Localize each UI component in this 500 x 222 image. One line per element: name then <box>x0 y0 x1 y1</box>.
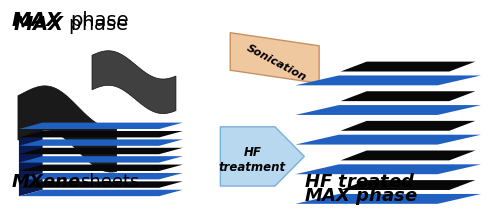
Polygon shape <box>19 123 42 196</box>
Text: HF
treatment: HF treatment <box>218 146 286 174</box>
Polygon shape <box>19 165 183 171</box>
Text: phase: phase <box>70 11 129 30</box>
Text: $\mathbfit{HF}$ $\mathbfit{treated}$: $\mathbfit{HF}$ $\mathbfit{treated}$ <box>304 173 416 191</box>
Text: $\mathbfit{MAX}$: $\mathbfit{MAX}$ <box>11 11 64 30</box>
Text: $\mathbfit{MXene}$: $\mathbfit{MXene}$ <box>11 173 82 191</box>
Polygon shape <box>340 62 475 71</box>
Polygon shape <box>296 194 481 204</box>
Polygon shape <box>340 180 475 190</box>
Polygon shape <box>18 86 116 172</box>
Polygon shape <box>19 148 183 154</box>
Polygon shape <box>296 164 481 174</box>
Text: $\mathbfit{MAX}$ phase: $\mathbfit{MAX}$ phase <box>304 185 418 207</box>
Polygon shape <box>19 139 183 146</box>
Polygon shape <box>296 75 481 85</box>
Polygon shape <box>92 51 176 114</box>
Polygon shape <box>19 190 183 196</box>
Text: sheets: sheets <box>80 173 140 191</box>
Polygon shape <box>340 121 475 131</box>
Polygon shape <box>19 131 183 137</box>
Text: $\bfit{MAX}$ $\mathrm{phase}$: $\bfit{MAX}$ $\mathrm{phase}$ <box>13 13 128 36</box>
Polygon shape <box>296 135 481 145</box>
Polygon shape <box>230 33 319 83</box>
Polygon shape <box>340 151 475 160</box>
Polygon shape <box>340 91 475 101</box>
Polygon shape <box>296 105 481 115</box>
Polygon shape <box>19 181 183 188</box>
Polygon shape <box>19 173 183 179</box>
Text: Sonication: Sonication <box>245 43 308 83</box>
Polygon shape <box>19 123 183 129</box>
Polygon shape <box>220 127 304 186</box>
Polygon shape <box>19 156 183 163</box>
